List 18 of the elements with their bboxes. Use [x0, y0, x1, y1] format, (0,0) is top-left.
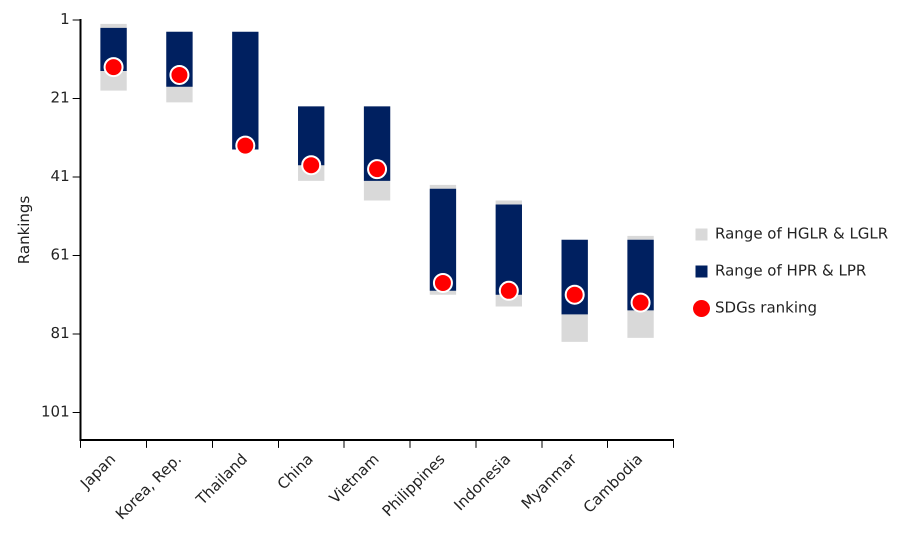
bar	[232, 32, 258, 150]
point	[301, 155, 322, 176]
legend-label: SDGs ranking	[715, 298, 818, 316]
point	[367, 159, 388, 180]
y-axis-title: Rankings	[14, 196, 33, 264]
y-tick-label: 61	[50, 245, 70, 264]
legend-label: Range of HGLR & LGLR	[715, 224, 888, 242]
y-tick-label: 101	[40, 402, 70, 420]
y-tick-label: 41	[50, 166, 70, 185]
y-tick-label: 21	[50, 88, 70, 106]
point	[630, 292, 651, 313]
legend-label: Range of HPR & LPR	[715, 261, 866, 280]
y-tick-label: 81	[50, 324, 70, 342]
point	[498, 280, 519, 301]
y-tick-label: 1	[60, 10, 70, 28]
point	[235, 136, 256, 156]
point	[432, 272, 453, 293]
point	[564, 284, 585, 305]
